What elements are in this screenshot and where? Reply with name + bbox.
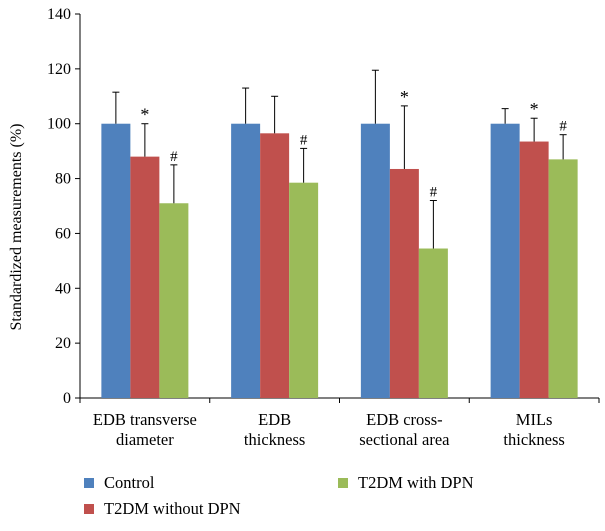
legend-swatch (84, 478, 94, 488)
significance-marker: * (400, 87, 409, 107)
y-tick-label: 140 (47, 6, 71, 23)
significance-marker: # (300, 132, 308, 148)
category-label: diameter (116, 430, 174, 449)
bar (390, 169, 419, 398)
category-label: EDB (258, 410, 291, 429)
bar (159, 203, 188, 398)
bar (101, 124, 130, 398)
legend-swatch (338, 478, 348, 488)
y-tick-label: 60 (55, 225, 71, 242)
significance-marker: * (140, 105, 149, 125)
bar (361, 124, 390, 398)
y-tick-label: 100 (47, 116, 71, 133)
category-label: EDB cross- (366, 410, 443, 429)
y-axis-label: Standardized measurements (%) (8, 123, 25, 330)
y-tick-label: 80 (55, 171, 71, 188)
y-tick-label: 40 (55, 280, 71, 297)
significance-marker: # (430, 185, 438, 201)
legend-label: Control (104, 473, 155, 492)
bar (260, 133, 289, 398)
legend: Control T2DM without DPN T2DM with DPN (84, 473, 474, 518)
bar (419, 249, 448, 398)
bars-group: * # # * # * # (101, 70, 577, 398)
y-tick-label: 120 (47, 61, 71, 78)
significance-marker: # (170, 149, 178, 165)
category-label: EDB transverse (93, 410, 197, 429)
legend-label: T2DM without DPN (104, 499, 241, 518)
significance-marker: * (530, 99, 539, 119)
bar (130, 157, 159, 398)
significance-marker: # (559, 119, 567, 135)
bar (549, 159, 578, 398)
x-axis (80, 398, 599, 403)
bar (231, 124, 260, 398)
category-label: thickness (244, 430, 305, 449)
y-tick-label: 0 (63, 390, 71, 407)
legend-swatch (84, 504, 94, 514)
category-label: MILs (516, 410, 553, 429)
bar (289, 183, 318, 398)
bar (491, 124, 520, 398)
y-axis: 0 20 40 60 80 100 120 140 (47, 6, 80, 407)
legend-label: T2DM with DPN (358, 473, 474, 492)
category-label: sectional area (359, 430, 450, 449)
bar (520, 142, 549, 398)
y-tick-label: 20 (55, 335, 71, 352)
category-label: thickness (503, 430, 564, 449)
